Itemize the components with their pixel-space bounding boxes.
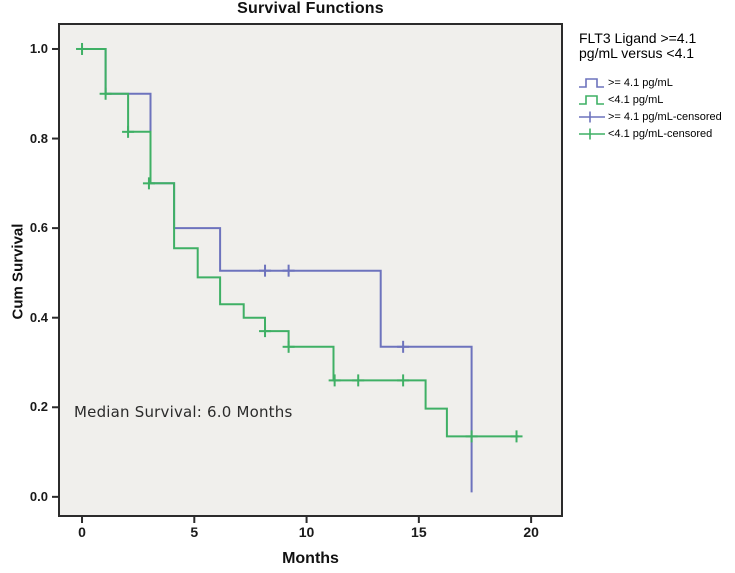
x-tick-label: 5 <box>190 524 199 540</box>
step-line-icon <box>579 94 604 105</box>
x-tick-label: 20 <box>523 524 539 540</box>
legend-item: <4.1 pg/mL <box>579 91 735 108</box>
median-survival-annotation: Median Survival: 6.0 Months <box>74 403 293 421</box>
step-line-icon <box>579 77 604 88</box>
x-tick-label: 10 <box>298 524 315 540</box>
legend-title-line-2: pg/mL versus <4.1 <box>579 45 695 61</box>
legend-title: FLT3 Ligand >=4.1 pg/mL versus <4.1 <box>579 31 735 61</box>
y-tick-label: 0.4 <box>29 309 48 325</box>
survival-curve <box>82 48 519 438</box>
legend-item: >= 4.1 pg/mL-censored <box>579 108 735 125</box>
y-tick-label: 1.0 <box>29 40 48 56</box>
y-tick-label: 0.2 <box>29 399 48 415</box>
x-tick-label: 15 <box>411 524 427 540</box>
legend-item: <4.1 pg/mL-censored <box>579 125 735 142</box>
survival-curve <box>82 48 473 493</box>
chart-title: Survival Functions <box>237 0 384 17</box>
x-tick-label: 0 <box>78 524 86 540</box>
legend-item-label: >= 4.1 pg/mL <box>608 76 673 89</box>
legend: FLT3 Ligand >=4.1 pg/mL versus <4.1 >= 4… <box>579 31 735 142</box>
legend-item-label: <4.1 pg/mL-censored <box>608 127 713 140</box>
censor-plus-icon <box>579 111 605 122</box>
x-axis-title: Months <box>282 550 339 567</box>
y-tick-label: 0.0 <box>29 488 48 504</box>
legend-item-label: <4.1 pg/mL <box>608 93 664 106</box>
y-tick-label: 0.8 <box>29 130 48 146</box>
legend-item: >= 4.1 pg/mL <box>579 74 735 91</box>
censor-plus-icon <box>579 128 605 139</box>
legend-item-label: >= 4.1 pg/mL-censored <box>608 110 722 123</box>
legend-items: >= 4.1 pg/mL <4.1 pg/mL >= 4.1 pg/mL-censo… <box>579 74 735 142</box>
y-tick-label: 0.6 <box>29 220 48 236</box>
legend-title-line-1: FLT3 Ligand >=4.1 <box>579 30 697 46</box>
